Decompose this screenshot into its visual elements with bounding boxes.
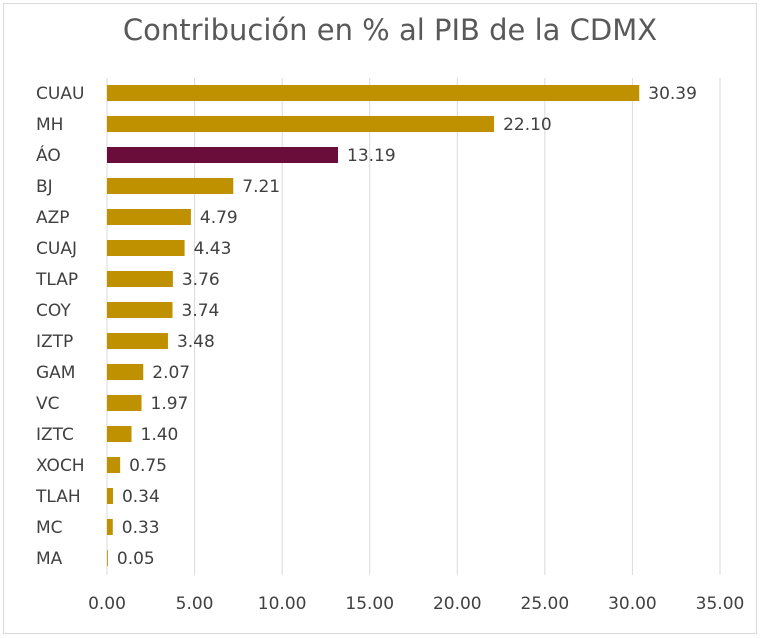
y-tick-label: COY — [36, 301, 71, 321]
y-tick-label: TLAP — [35, 270, 78, 290]
x-tick-label: 35.00 — [696, 594, 745, 614]
bar — [107, 550, 108, 566]
x-tick-label: 30.00 — [608, 594, 657, 614]
data-label: 3.74 — [182, 301, 220, 321]
x-tick-label: 10.00 — [258, 594, 307, 614]
data-label: 1.40 — [141, 425, 179, 445]
y-tick-label: TLAH — [35, 487, 81, 507]
bar — [107, 488, 113, 504]
data-label: 4.43 — [194, 239, 232, 259]
bar — [107, 147, 339, 163]
data-label: 7.21 — [242, 177, 280, 197]
y-tick-label: ÁO — [36, 144, 61, 166]
y-tick-label: CUAJ — [36, 239, 77, 259]
y-tick-label: MC — [36, 518, 63, 538]
data-label: 3.48 — [177, 332, 215, 352]
data-label: 0.34 — [122, 487, 160, 507]
y-tick-label: MA — [36, 549, 63, 569]
y-tick-label: IZTC — [36, 425, 74, 445]
data-label: 4.79 — [200, 208, 238, 228]
x-tick-label: 25.00 — [521, 594, 570, 614]
y-tick-label: VC — [36, 394, 60, 414]
data-label: 3.76 — [182, 270, 220, 290]
bar — [107, 364, 144, 380]
y-tick-label: MH — [36, 115, 63, 135]
bar — [107, 457, 121, 473]
y-tick-label: GAM — [36, 363, 75, 383]
y-tick-label: BJ — [36, 177, 53, 197]
bar — [107, 426, 132, 442]
bar — [107, 302, 173, 318]
bar — [107, 209, 191, 225]
x-tick-label: 5.00 — [176, 594, 214, 614]
data-label: 13.19 — [347, 146, 396, 166]
y-tick-label: IZTP — [36, 332, 73, 352]
bar — [107, 116, 495, 132]
y-tick-label: AZP — [36, 208, 70, 228]
y-tick-label: CUAU — [36, 84, 84, 104]
chart-frame — [3, 3, 757, 634]
bar — [107, 519, 113, 535]
bar — [107, 271, 173, 287]
data-label: 30.39 — [648, 84, 697, 104]
bar — [107, 240, 185, 256]
bar — [107, 395, 142, 411]
x-tick-label: 20.00 — [433, 594, 482, 614]
data-label: 1.97 — [151, 394, 189, 414]
bar — [107, 85, 640, 101]
data-label: 2.07 — [152, 363, 190, 383]
x-tick-label: 0.00 — [88, 594, 126, 614]
x-tick-label: 15.00 — [345, 594, 394, 614]
data-label: 0.33 — [122, 518, 160, 538]
data-label: 0.75 — [129, 456, 167, 476]
bar — [107, 333, 168, 349]
y-tick-label: XOCH — [36, 456, 85, 476]
data-label: 22.10 — [503, 115, 552, 135]
data-label: 0.05 — [117, 549, 155, 569]
bar — [107, 178, 234, 194]
chart-title: Contribución en % al PIB de la CDMX — [123, 13, 657, 47]
